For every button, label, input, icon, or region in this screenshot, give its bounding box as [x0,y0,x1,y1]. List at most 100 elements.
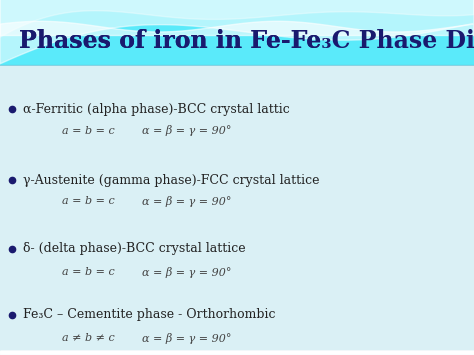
Bar [0,352,474,354]
Bar [0,47,474,64]
Bar [0,52,474,64]
Bar [0,353,474,355]
Bar [0,352,474,354]
Bar [0,353,474,355]
Bar [0,352,474,354]
Bar [0,19,474,63]
Bar [0,40,474,64]
Text: a ≠ b ≠ c: a ≠ b ≠ c [62,333,114,343]
Bar [0,5,474,63]
Bar [0,352,474,354]
Bar [0,353,474,354]
Bar [0,353,474,355]
Bar [0,37,474,64]
Bar [0,54,474,64]
Text: a = b = c: a = b = c [62,126,114,136]
Bar [0,352,474,354]
Bar [0,15,474,63]
Bar [0,43,474,64]
Bar [0,353,474,354]
Bar [0,1,474,63]
Bar [0,353,474,354]
Bar [0,42,474,64]
Bar [0,32,474,64]
Bar [0,352,474,354]
Text: δ- (delta phase)-BCC crystal lattice: δ- (delta phase)-BCC crystal lattice [23,242,246,255]
Bar [0,11,474,63]
Bar [0,353,474,354]
Bar [0,352,474,354]
Bar [0,45,474,64]
Bar [0,28,474,64]
Bar [0,353,474,355]
Bar [0,31,474,64]
Bar [0,351,474,353]
Bar [0,353,474,355]
Bar [0,0,474,63]
Bar [0,8,474,63]
Bar [0,38,474,64]
Bar [0,352,474,354]
Bar [0,54,474,64]
Bar [0,20,474,63]
Bar [0,17,474,63]
Bar [0,34,474,64]
Bar [0,2,474,63]
Bar [0,353,474,355]
Bar [0,352,474,354]
Text: α = β = γ = 90°: α = β = γ = 90° [142,267,232,278]
Bar [0,353,474,355]
Bar [0,351,474,353]
Bar [0,353,474,355]
Text: α = β = γ = 90°: α = β = γ = 90° [142,125,232,136]
Bar [0,34,474,64]
Bar [0,17,474,63]
Bar [0,352,474,354]
Bar [0,37,474,64]
Bar [0,50,474,64]
Bar [0,19,474,63]
Bar [0,23,474,64]
Bar [0,60,474,64]
Bar [0,353,474,354]
Bar [0,44,474,64]
Bar [0,353,474,354]
Bar [0,26,474,64]
Bar [0,39,474,64]
Bar [0,55,474,64]
Bar [0,13,474,63]
Bar [0,55,474,64]
Bar [0,21,474,63]
Bar [0,32,474,64]
Bar [0,59,474,64]
Bar [0,31,474,64]
Bar [0,40,474,64]
Bar [0,38,474,64]
Bar [0,51,474,64]
Bar [0,34,474,64]
Bar [0,29,474,64]
Text: a = b = c: a = b = c [62,196,114,206]
Bar [0,353,474,354]
Text: α = β = γ = 90°: α = β = γ = 90° [142,333,232,344]
Bar [0,6,474,63]
Bar [0,20,474,63]
Bar [0,9,474,63]
Bar [0,56,474,64]
Bar [0,352,474,354]
Bar [0,15,474,63]
Bar [0,25,474,64]
Bar [0,63,474,64]
Bar [0,353,474,355]
Bar [0,52,474,64]
Bar [0,5,474,63]
Bar [0,351,474,353]
Bar [0,352,474,354]
Bar [0,353,474,355]
Bar [0,5,474,63]
Bar [0,62,474,64]
Bar [0,3,474,63]
Bar [0,352,474,354]
Bar [0,10,474,63]
Bar [0,353,474,354]
